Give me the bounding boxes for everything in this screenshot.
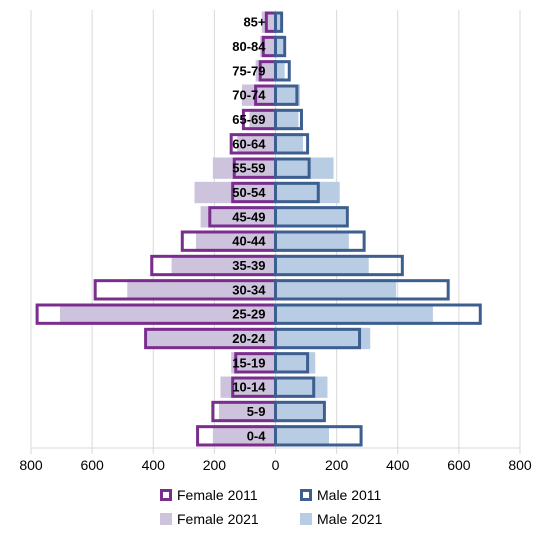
legend-swatch (300, 489, 312, 501)
bar-male-2011-85plus (274, 11, 284, 33)
bar-male-2021-75-79 (275, 60, 285, 82)
bar-male-2021-15-19 (275, 352, 316, 374)
legend-label: Male 2011 (317, 487, 382, 503)
bar-female-2021-35-39 (171, 254, 276, 277)
bar-male-2011-5-9 (274, 400, 326, 423)
x-tick-label: 0 (272, 457, 280, 473)
bar-female-2021-50-54 (194, 181, 276, 204)
bar-male-2021-55-59 (275, 157, 334, 179)
age-label: 15-19 (232, 355, 265, 370)
bar-male-2021-50-54 (275, 181, 340, 204)
age-label: 45-49 (232, 209, 265, 224)
bar-male-2021-30-34 (275, 279, 397, 301)
x-tick-label: 600 (447, 457, 471, 473)
bar-male-2011-30-34 (274, 279, 450, 301)
filled-bars (60, 11, 433, 447)
bar-male-2021-35-39 (275, 254, 369, 277)
x-tick-label: 800 (508, 457, 532, 473)
bar-male-2011-80-84 (274, 35, 287, 58)
bar-male-2021-10-14 (275, 376, 328, 398)
bar-male-2011-40-44 (274, 230, 366, 252)
bar-male-2011-50-54 (274, 181, 320, 204)
bar-female-2021-25-29 (60, 303, 276, 325)
bar-male-2011-0-4 (274, 425, 363, 447)
bar-male-2011-70-74 (274, 84, 299, 106)
legend: Female 2011 Male 2011 Female 2021 Male 2021 (160, 487, 383, 527)
bar-female-2021-70-74 (241, 84, 276, 106)
legend-item-female-2021: Female 2021 (160, 511, 259, 527)
age-label: 40-44 (232, 234, 266, 249)
legend-label: Male 2021 (317, 511, 383, 527)
legend-item-male-2011: Male 2011 (300, 487, 382, 503)
bar-male-2011-15-19 (274, 352, 310, 374)
age-label: 50-54 (232, 185, 266, 200)
legend-label: Female 2021 (177, 511, 259, 527)
outline-bars (35, 11, 482, 447)
age-label: 80-84 (232, 39, 266, 54)
age-label: 65-69 (232, 112, 265, 127)
legend-swatch (160, 489, 172, 501)
legend-swatch (300, 513, 312, 525)
legend-item-female-2011: Female 2011 (160, 487, 258, 503)
bar-male-2021-0-4 (275, 425, 329, 447)
bar-female-2021-40-44 (196, 230, 276, 252)
age-label: 35-39 (232, 258, 265, 273)
age-label: 5-9 (247, 404, 266, 419)
bar-male-2011-55-59 (274, 157, 311, 179)
bar-female-2021-0-4 (212, 425, 276, 447)
bar-male-2021-5-9 (275, 400, 323, 423)
age-label: 20-24 (232, 331, 266, 346)
age-label: 25-29 (232, 307, 265, 322)
age-label: 0-4 (247, 428, 267, 443)
age-label: 10-14 (232, 380, 266, 395)
x-tick-label: 600 (80, 457, 104, 473)
legend-item-male-2021: Male 2021 (300, 511, 383, 527)
bar-male-2011-75-79 (274, 60, 291, 82)
age-label: 55-59 (232, 161, 265, 176)
bar-male-2011-65-69 (274, 108, 303, 131)
age-label: 70-74 (232, 88, 266, 103)
bar-male-2021-80-84 (275, 35, 284, 58)
bar-male-2011-20-24 (274, 327, 362, 350)
age-label: 75-79 (232, 63, 265, 78)
bar-female-2021-55-59 (212, 157, 276, 179)
age-group-labels: 0-4 5-9 10-14 15-19 20-24 25-29 30-34 35-39 40-4… (232, 15, 266, 444)
bar-male-2011-45-49 (274, 206, 349, 228)
bar-male-2011-10-14 (274, 376, 316, 398)
bar-female-2021-60-64 (237, 133, 276, 155)
bar-male-2021-85plus (275, 11, 281, 33)
bar-male-2011-25-29 (274, 303, 482, 325)
bar-male-2011-60-64 (274, 133, 310, 155)
bar-male-2021-65-69 (275, 108, 299, 131)
age-label: 85+ (243, 15, 265, 30)
bar-female-2021-65-69 (249, 108, 276, 131)
x-tick-label: 400 (386, 457, 410, 473)
bar-male-2011-35-39 (274, 254, 404, 277)
x-tick-label: 200 (203, 457, 227, 473)
bar-female-2021-15-19 (231, 352, 276, 374)
bar-male-2021-45-49 (275, 206, 346, 228)
x-axis-tick-labels: 800 600 400 200 0 200 400 600 800 (19, 457, 532, 473)
legend-swatch (160, 513, 172, 525)
bar-female-2021-10-14 (220, 376, 276, 398)
legend-label: Female 2011 (177, 487, 258, 503)
bar-female-2021-45-49 (200, 206, 276, 228)
bar-female-2021-30-34 (127, 279, 276, 301)
x-tick-label: 400 (142, 457, 166, 473)
bar-male-2021-20-24 (275, 327, 371, 350)
bar-female-2021-5-9 (218, 400, 276, 423)
bar-male-2021-70-74 (275, 84, 300, 106)
x-tick-label: 800 (19, 457, 43, 473)
bar-male-2021-25-29 (275, 303, 433, 325)
bar-male-2021-60-64 (275, 133, 304, 155)
age-label: 60-64 (232, 136, 266, 151)
age-label: 30-34 (232, 282, 266, 297)
bar-male-2021-40-44 (275, 230, 349, 252)
x-tick-label: 200 (325, 457, 349, 473)
bar-female-2021-20-24 (147, 327, 276, 350)
